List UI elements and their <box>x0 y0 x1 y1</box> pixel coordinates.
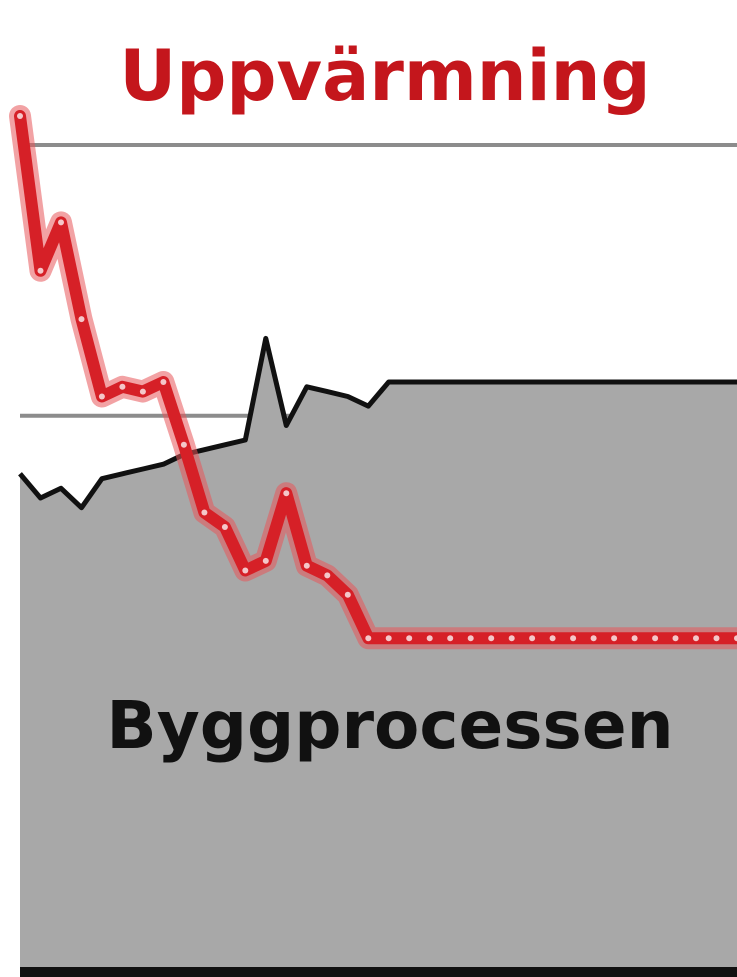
series-point-1-14 <box>303 562 310 569</box>
series-point-1-22 <box>467 635 474 642</box>
series-point-1-30 <box>631 635 638 642</box>
series-point-1-28 <box>590 635 597 642</box>
line-series <box>9 105 737 650</box>
series-point-1-9 <box>201 509 208 516</box>
series-point-1-21 <box>447 635 454 642</box>
series-point-1-3 <box>78 316 85 323</box>
series-point-1-20 <box>426 635 433 642</box>
series-point-1-11 <box>242 567 249 574</box>
series-point-1-26 <box>549 635 556 642</box>
series-point-1-15 <box>324 572 331 579</box>
series-point-1-33 <box>693 635 699 642</box>
annotation-uppvarmning: Uppvärmning <box>119 35 650 117</box>
series-point-1-0 <box>17 113 23 119</box>
series-point-1-32 <box>672 635 679 642</box>
bottom-axis-line <box>20 967 737 977</box>
series-point-1-8 <box>180 441 187 448</box>
series-point-1-12 <box>262 557 269 564</box>
series-point-1-29 <box>611 635 618 642</box>
series-point-1-24 <box>508 635 515 642</box>
series-point-1-18 <box>385 635 392 642</box>
series-point-1-35 <box>734 635 737 642</box>
series-point-1-1 <box>37 267 44 274</box>
series-point-1-27 <box>570 635 577 642</box>
series-point-1-5 <box>119 383 126 390</box>
series-point-1-16 <box>344 591 351 598</box>
series-point-1-34 <box>713 635 720 642</box>
series-point-1-25 <box>529 635 536 642</box>
series-point-1-31 <box>652 635 659 642</box>
annotation-byggprocessen: Byggprocessen <box>106 687 673 764</box>
series-point-1-7 <box>160 379 167 385</box>
series-line-1 <box>14 110 737 645</box>
series-point-1-4 <box>98 393 105 400</box>
series-point-1-19 <box>406 635 413 642</box>
left-axis-strip <box>0 0 20 977</box>
series-point-1-17 <box>365 635 372 642</box>
series-point-1-23 <box>488 635 495 642</box>
series-point-1-10 <box>221 524 228 530</box>
series-point-1-13 <box>283 490 290 497</box>
series-area-edge-0 <box>18 335 737 511</box>
series-point-1-6 <box>139 388 146 395</box>
series-point-1-2 <box>58 219 64 226</box>
